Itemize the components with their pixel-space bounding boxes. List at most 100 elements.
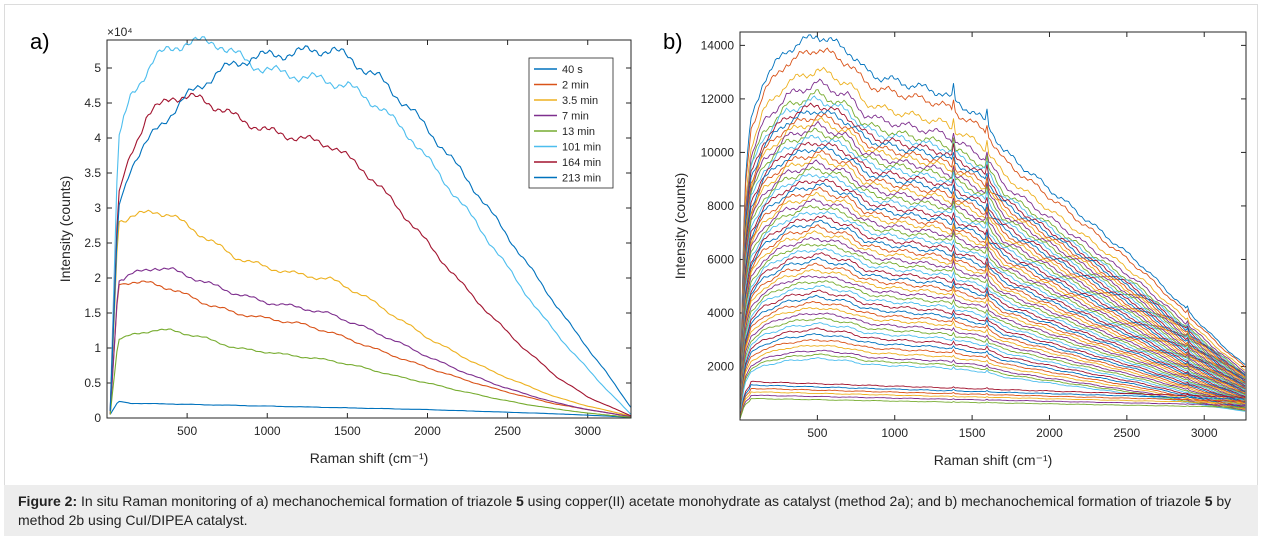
caption-text-3: by method 2b using CuI/DIPEA catalyst. <box>18 493 1232 528</box>
figure-charts: a) 500 1000 1500 2000 2500 3000 0 0.5 1 1.5 2 2.5 3 3… <box>30 25 1247 468</box>
x-tick-label: 3000 <box>574 424 601 438</box>
y-tick-label: 14000 <box>701 38 735 52</box>
series-line-b <box>739 236 1246 412</box>
figure-caption: Figure 2: In situ Raman monitoring of a)… <box>4 485 1258 536</box>
legend-box <box>528 57 614 189</box>
series-line-b <box>739 219 1246 411</box>
legend-entry: 2 min <box>562 80 589 92</box>
series-line-b <box>739 127 1246 406</box>
series-line-b <box>739 47 1246 402</box>
legend-entry: 13 min <box>562 126 595 138</box>
series-line-b <box>739 141 1246 407</box>
series-line-b <box>739 294 1246 414</box>
x-tick-label: 500 <box>807 426 827 440</box>
series-line-2-min <box>109 280 631 418</box>
ticks-a: 500 1000 1500 2000 2500 3000 0 0.5 1 1.5 2 2.5 3 3.5 4… <box>84 40 631 438</box>
y-tick-label: 3 <box>94 201 101 215</box>
series-line-b <box>739 243 1246 412</box>
series-line-b <box>739 349 1246 417</box>
axes-box-a <box>106 39 632 419</box>
series-line-b <box>739 34 1246 401</box>
y-tick-label: 5 <box>94 61 101 75</box>
y-tick-label: 0 <box>94 411 101 425</box>
series-line-b <box>739 280 1246 414</box>
y-tick-label: 3.5 <box>84 166 101 180</box>
y-tick-label: 1.5 <box>84 306 101 320</box>
series-line-b <box>739 322 1246 416</box>
series-line-b <box>739 256 1246 413</box>
series-line-b <box>739 178 1246 408</box>
series-line-b <box>739 78 1246 404</box>
series-line-b <box>739 154 1246 408</box>
x-axis-label-a: Raman shift (cm⁻¹) <box>310 450 429 466</box>
series-line-164-min <box>109 92 631 417</box>
series-line-b <box>739 210 1246 410</box>
caption-label: Figure 2: <box>18 493 78 509</box>
exponent-label-a: ×10⁴ <box>107 25 133 39</box>
series-line-b <box>739 191 1246 409</box>
y-axis-label-b: Intensity (counts) <box>672 173 688 280</box>
series-line-b <box>739 339 1246 417</box>
series-line-b <box>739 317 1246 415</box>
y-tick-label: 12000 <box>701 92 735 106</box>
legend-entry: 3.5 min <box>562 95 598 107</box>
x-tick-label: 1500 <box>959 426 986 440</box>
caption-text-1: In situ Raman monitoring of a) mechanoch… <box>77 493 516 509</box>
x-tick-label: 2500 <box>1113 426 1140 440</box>
y-tick-label: 1 <box>94 341 101 355</box>
series-line-b <box>739 307 1246 415</box>
series-line-b <box>739 166 1246 408</box>
series-line-b <box>739 327 1246 416</box>
y-tick-label: 2 <box>94 271 101 285</box>
x-axis-label-b: Raman shift (cm⁻¹) <box>934 452 1053 468</box>
series-line-b <box>739 102 1246 405</box>
series-line-b <box>739 397 1246 419</box>
y-tick-label: 4 <box>94 131 101 145</box>
series-line-101-min <box>109 36 632 415</box>
series-line-b <box>739 215 1246 410</box>
series-line-3.5-min <box>109 209 631 417</box>
series-line-b <box>739 289 1246 414</box>
y-tick-label: 4000 <box>707 306 734 320</box>
series-line-b <box>739 384 1246 418</box>
series-line-b <box>739 117 1246 405</box>
series-line-b <box>739 312 1246 415</box>
series-lines-b <box>739 34 1246 419</box>
series-line-b <box>739 66 1246 403</box>
series-line-b <box>739 95 1246 405</box>
series-line-b <box>739 275 1246 413</box>
series-lines-a <box>109 36 632 418</box>
x-tick-label: 2000 <box>414 424 441 438</box>
legend-entry: 7 min <box>562 111 589 123</box>
x-tick-label: 3000 <box>1191 426 1218 440</box>
series-line-40-s <box>109 400 631 418</box>
series-line-b <box>739 357 1246 418</box>
legend-entry: 40 s <box>562 64 583 76</box>
legend-entry: 213 min <box>562 173 601 185</box>
series-line-7-min <box>109 267 631 418</box>
series-line-b <box>739 186 1246 409</box>
panel-b-label: b) <box>663 29 683 54</box>
y-tick-label: 4.5 <box>84 96 101 110</box>
caption-bold-2: 5 <box>1204 493 1213 509</box>
chart-panel-b: b) 500 1000 1500 2000 2500 3000 2000 4000 6000 80… <box>663 29 1247 468</box>
series-line-b <box>739 134 1246 407</box>
series-line-b <box>739 198 1246 410</box>
legend-entry: 101 min <box>562 142 601 154</box>
x-tick-label: 500 <box>177 424 197 438</box>
series-line-b <box>739 120 1246 406</box>
x-tick-label: 1000 <box>881 426 908 440</box>
series-line-13-min <box>109 328 631 418</box>
series-line-b <box>739 113 1246 405</box>
panel-a-label: a) <box>30 29 50 54</box>
series-line-b <box>739 391 1246 419</box>
series-line-b <box>739 149 1246 407</box>
series-line-b <box>739 252 1246 412</box>
x-tick-label: 1000 <box>254 424 281 438</box>
x-tick-label: 2000 <box>1036 426 1063 440</box>
ticks-b: 500 1000 1500 2000 2500 3000 2000 4000 6000 8000 1… <box>701 32 1246 440</box>
x-tick-label: 2500 <box>494 424 521 438</box>
series-line-b <box>739 387 1246 419</box>
series-line-b <box>739 262 1246 413</box>
y-tick-label: 0.5 <box>84 376 101 390</box>
